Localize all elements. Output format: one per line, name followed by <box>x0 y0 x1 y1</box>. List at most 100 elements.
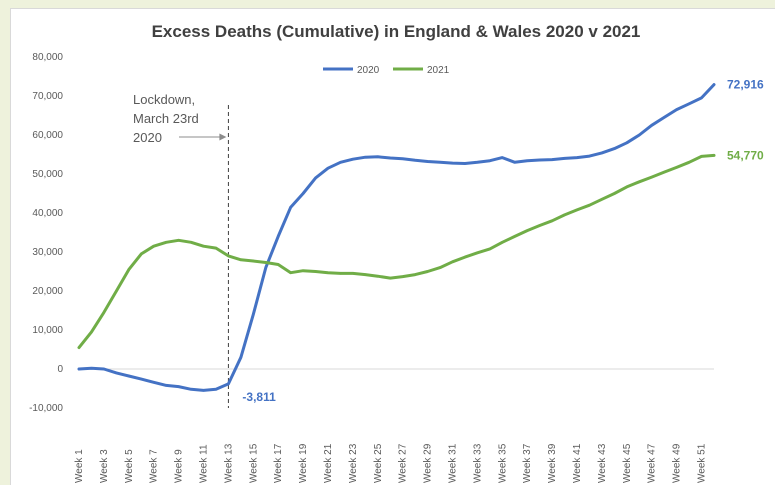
data-point-2021 <box>264 261 267 264</box>
data-point-2021 <box>488 247 492 251</box>
data-point-2021 <box>638 180 641 183</box>
data-point-2021 <box>563 213 566 217</box>
data-point-2021 <box>663 170 666 174</box>
data-point-2021 <box>476 251 479 254</box>
data-point-2021 <box>414 273 417 276</box>
data-point-2021 <box>588 204 591 207</box>
data-point-2021 <box>239 258 243 261</box>
data-point-2020 <box>663 116 666 119</box>
data-point-2020 <box>202 389 205 392</box>
x-tick-label: Week 19 <box>298 443 309 483</box>
data-point-2021 <box>152 245 155 248</box>
data-point-2020 <box>227 382 230 386</box>
end-label-2021: 54,770 <box>727 148 764 162</box>
data-point-2020 <box>389 156 392 160</box>
x-tick-label: Week 13 <box>223 443 234 483</box>
x-tick-label: Week 43 <box>597 443 608 483</box>
data-point-2021 <box>650 175 653 179</box>
y-tick-label: 50,000 <box>32 169 63 180</box>
data-point-2021 <box>675 166 678 169</box>
series-layer <box>77 83 716 392</box>
data-point-2021 <box>177 239 180 242</box>
x-tick-label: Week 31 <box>448 443 459 483</box>
data-point-2020 <box>638 133 641 137</box>
data-point-2021 <box>140 252 143 256</box>
data-point-2021 <box>252 259 255 263</box>
x-tick-label: Week 9 <box>174 449 185 483</box>
min-label-2020: -3,811 <box>242 390 276 404</box>
data-point-2021 <box>351 272 355 275</box>
data-point-2020 <box>538 158 541 162</box>
data-point-2020 <box>277 235 280 238</box>
chart-title: Excess Deaths (Cumulative) in England & … <box>152 22 641 41</box>
data-point-2020 <box>476 161 479 164</box>
data-point-2020 <box>414 159 417 162</box>
data-point-2020 <box>301 192 305 195</box>
y-tick-label: 60,000 <box>32 130 63 141</box>
data-point-2020 <box>526 159 529 162</box>
data-point-2020 <box>152 381 155 384</box>
data-point-2021 <box>501 241 504 244</box>
data-point-2021 <box>364 273 367 276</box>
data-point-2020 <box>613 147 616 150</box>
data-point-2021 <box>227 254 230 258</box>
y-tick-label: 70,000 <box>32 91 63 102</box>
data-point-2021 <box>289 271 292 274</box>
data-point-2021 <box>326 271 330 274</box>
data-point-2021 <box>401 275 404 278</box>
data-point-2021 <box>389 276 392 280</box>
data-point-2021 <box>301 269 305 272</box>
y-tick-label: 80,000 <box>32 52 63 63</box>
data-point-2021 <box>90 330 93 334</box>
data-point-2020 <box>700 96 703 100</box>
y-tick-label: 0 <box>57 364 63 375</box>
y-tick-label: 40,000 <box>32 208 63 219</box>
data-point-2021 <box>463 255 467 259</box>
data-point-2020 <box>239 356 243 359</box>
data-point-2020 <box>127 374 130 378</box>
x-tick-label: Week 1 <box>74 449 85 483</box>
series-line-2021 <box>77 153 716 350</box>
data-point-2021 <box>526 229 529 232</box>
data-point-2020 <box>675 108 678 111</box>
x-tick-label: Week 25 <box>373 443 384 483</box>
data-point-2021 <box>165 241 168 244</box>
y-tick-label: 30,000 <box>32 247 63 258</box>
data-point-2020 <box>451 161 454 165</box>
x-tick-label: Week 5 <box>124 449 135 483</box>
x-tick-label: Week 51 <box>697 443 708 483</box>
x-tick-label: Week 29 <box>423 443 434 483</box>
data-point-2020 <box>376 155 379 158</box>
chart-panel: Excess Deaths (Cumulative) in England & … <box>10 8 775 485</box>
x-axis: Week 1 Week 3 Week 5 Week 7 Week 9 Week 11 Wee… <box>74 368 714 483</box>
data-point-2020 <box>102 367 106 371</box>
data-point-2021 <box>115 289 118 293</box>
chart: Excess Deaths (Cumulative) in England & … <box>29 22 764 483</box>
data-point-2020 <box>326 167 330 170</box>
data-point-2020 <box>189 388 193 391</box>
legend: 2020 2021 <box>323 65 450 76</box>
data-point-2021 <box>438 266 442 269</box>
data-point-2021 <box>575 208 579 212</box>
data-point-2020 <box>426 160 429 163</box>
data-point-2021 <box>127 268 130 271</box>
data-point-2020 <box>463 162 467 165</box>
data-point-2021 <box>189 241 193 244</box>
data-point-2020 <box>140 377 143 381</box>
data-point-2020 <box>177 385 180 388</box>
data-point-2021 <box>102 311 106 314</box>
x-tick-label: Week 33 <box>472 443 483 483</box>
data-point-2020 <box>289 206 292 209</box>
data-point-2020 <box>165 384 168 387</box>
annotation-line-1: Lockdown, <box>133 92 195 107</box>
data-point-2021 <box>600 198 604 201</box>
y-tick-label: 10,000 <box>32 325 63 336</box>
data-point-2021 <box>277 263 280 266</box>
data-point-2021 <box>538 224 541 227</box>
data-point-2021 <box>77 346 81 349</box>
x-tick-label: Week 41 <box>572 443 583 483</box>
data-point-2021 <box>513 235 516 238</box>
data-point-2020 <box>314 176 317 180</box>
x-tick-label: Week 49 <box>672 443 683 483</box>
legend-label-2020: 2020 <box>357 65 380 76</box>
